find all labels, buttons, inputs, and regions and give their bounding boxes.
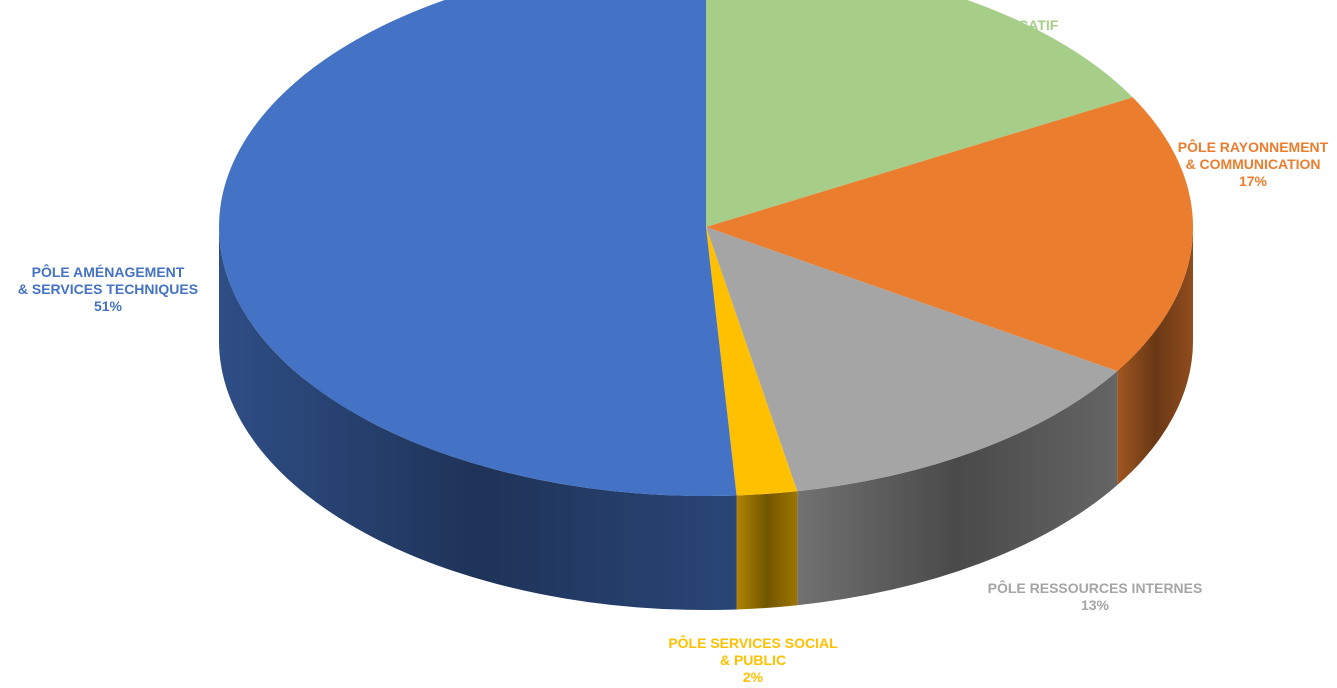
slice-services-social-public-name-line: & PUBLIC xyxy=(720,652,786,668)
pie-labels: PÔLE PARCOURS ÉDUCATIF 17%PÔLE RAYONNEMEN… xyxy=(18,16,1329,685)
slice-ressources-internes xyxy=(706,227,1118,492)
slice-parcours-educatif xyxy=(706,0,1133,227)
slice-parcours-educatif-percent: 17% xyxy=(947,34,976,50)
slice-services-social-public-label: PÔLE SERVICES SOCIAL & PUBLIC 2% xyxy=(668,634,838,685)
slice-rayonnement-communication xyxy=(706,97,1193,372)
slice-services-social-public-wall-shade xyxy=(736,491,798,610)
slice-amenagement-services-techniques-name-line: PÔLE AMÉNAGEMENT xyxy=(32,263,185,280)
pie-top-faces xyxy=(219,0,1193,496)
slice-parcours-educatif-name-line: PÔLE PARCOURS ÉDUCATIF xyxy=(864,16,1059,33)
slice-rayonnement-communication-name-line: PÔLE RAYONNEMENT xyxy=(1178,138,1329,155)
slice-ressources-internes-wall-shade xyxy=(797,371,1118,606)
pie-side-walls xyxy=(219,227,1193,610)
slice-rayonnement-communication-percent: 17% xyxy=(1239,173,1268,189)
slice-rayonnement-communication-label: PÔLE RAYONNEMENT & COMMUNICATION 17% xyxy=(1178,138,1329,189)
slice-ressources-internes-name-line: PÔLE RESSOURCES INTERNES xyxy=(988,579,1203,596)
slice-rayonnement-communication-name-line: & COMMUNICATION xyxy=(1185,156,1320,172)
slice-amenagement-services-techniques-label: PÔLE AMÉNAGEMENT & SERVICES TECHNIQUES 51% xyxy=(18,263,198,314)
slice-parcours-educatif-label: PÔLE PARCOURS ÉDUCATIF 17% xyxy=(864,16,1059,50)
slice-amenagement-services-techniques xyxy=(219,0,737,496)
slice-services-social-public xyxy=(706,227,798,496)
slice-amenagement-services-techniques-name-line: & SERVICES TECHNIQUES xyxy=(18,281,198,297)
slice-rayonnement-communication-wall-shade xyxy=(1117,227,1193,486)
slice-amenagement-services-techniques-wall-shade xyxy=(219,227,737,610)
slice-services-social-public-name-line: PÔLE SERVICES SOCIAL xyxy=(668,634,838,651)
slice-services-social-public-percent: 2% xyxy=(743,669,764,685)
slice-amenagement-services-techniques-percent: 51% xyxy=(94,298,123,314)
slice-ressources-internes-percent: 13% xyxy=(1081,597,1110,613)
slice-ressources-internes-label: PÔLE RESSOURCES INTERNES 13% xyxy=(988,579,1203,613)
